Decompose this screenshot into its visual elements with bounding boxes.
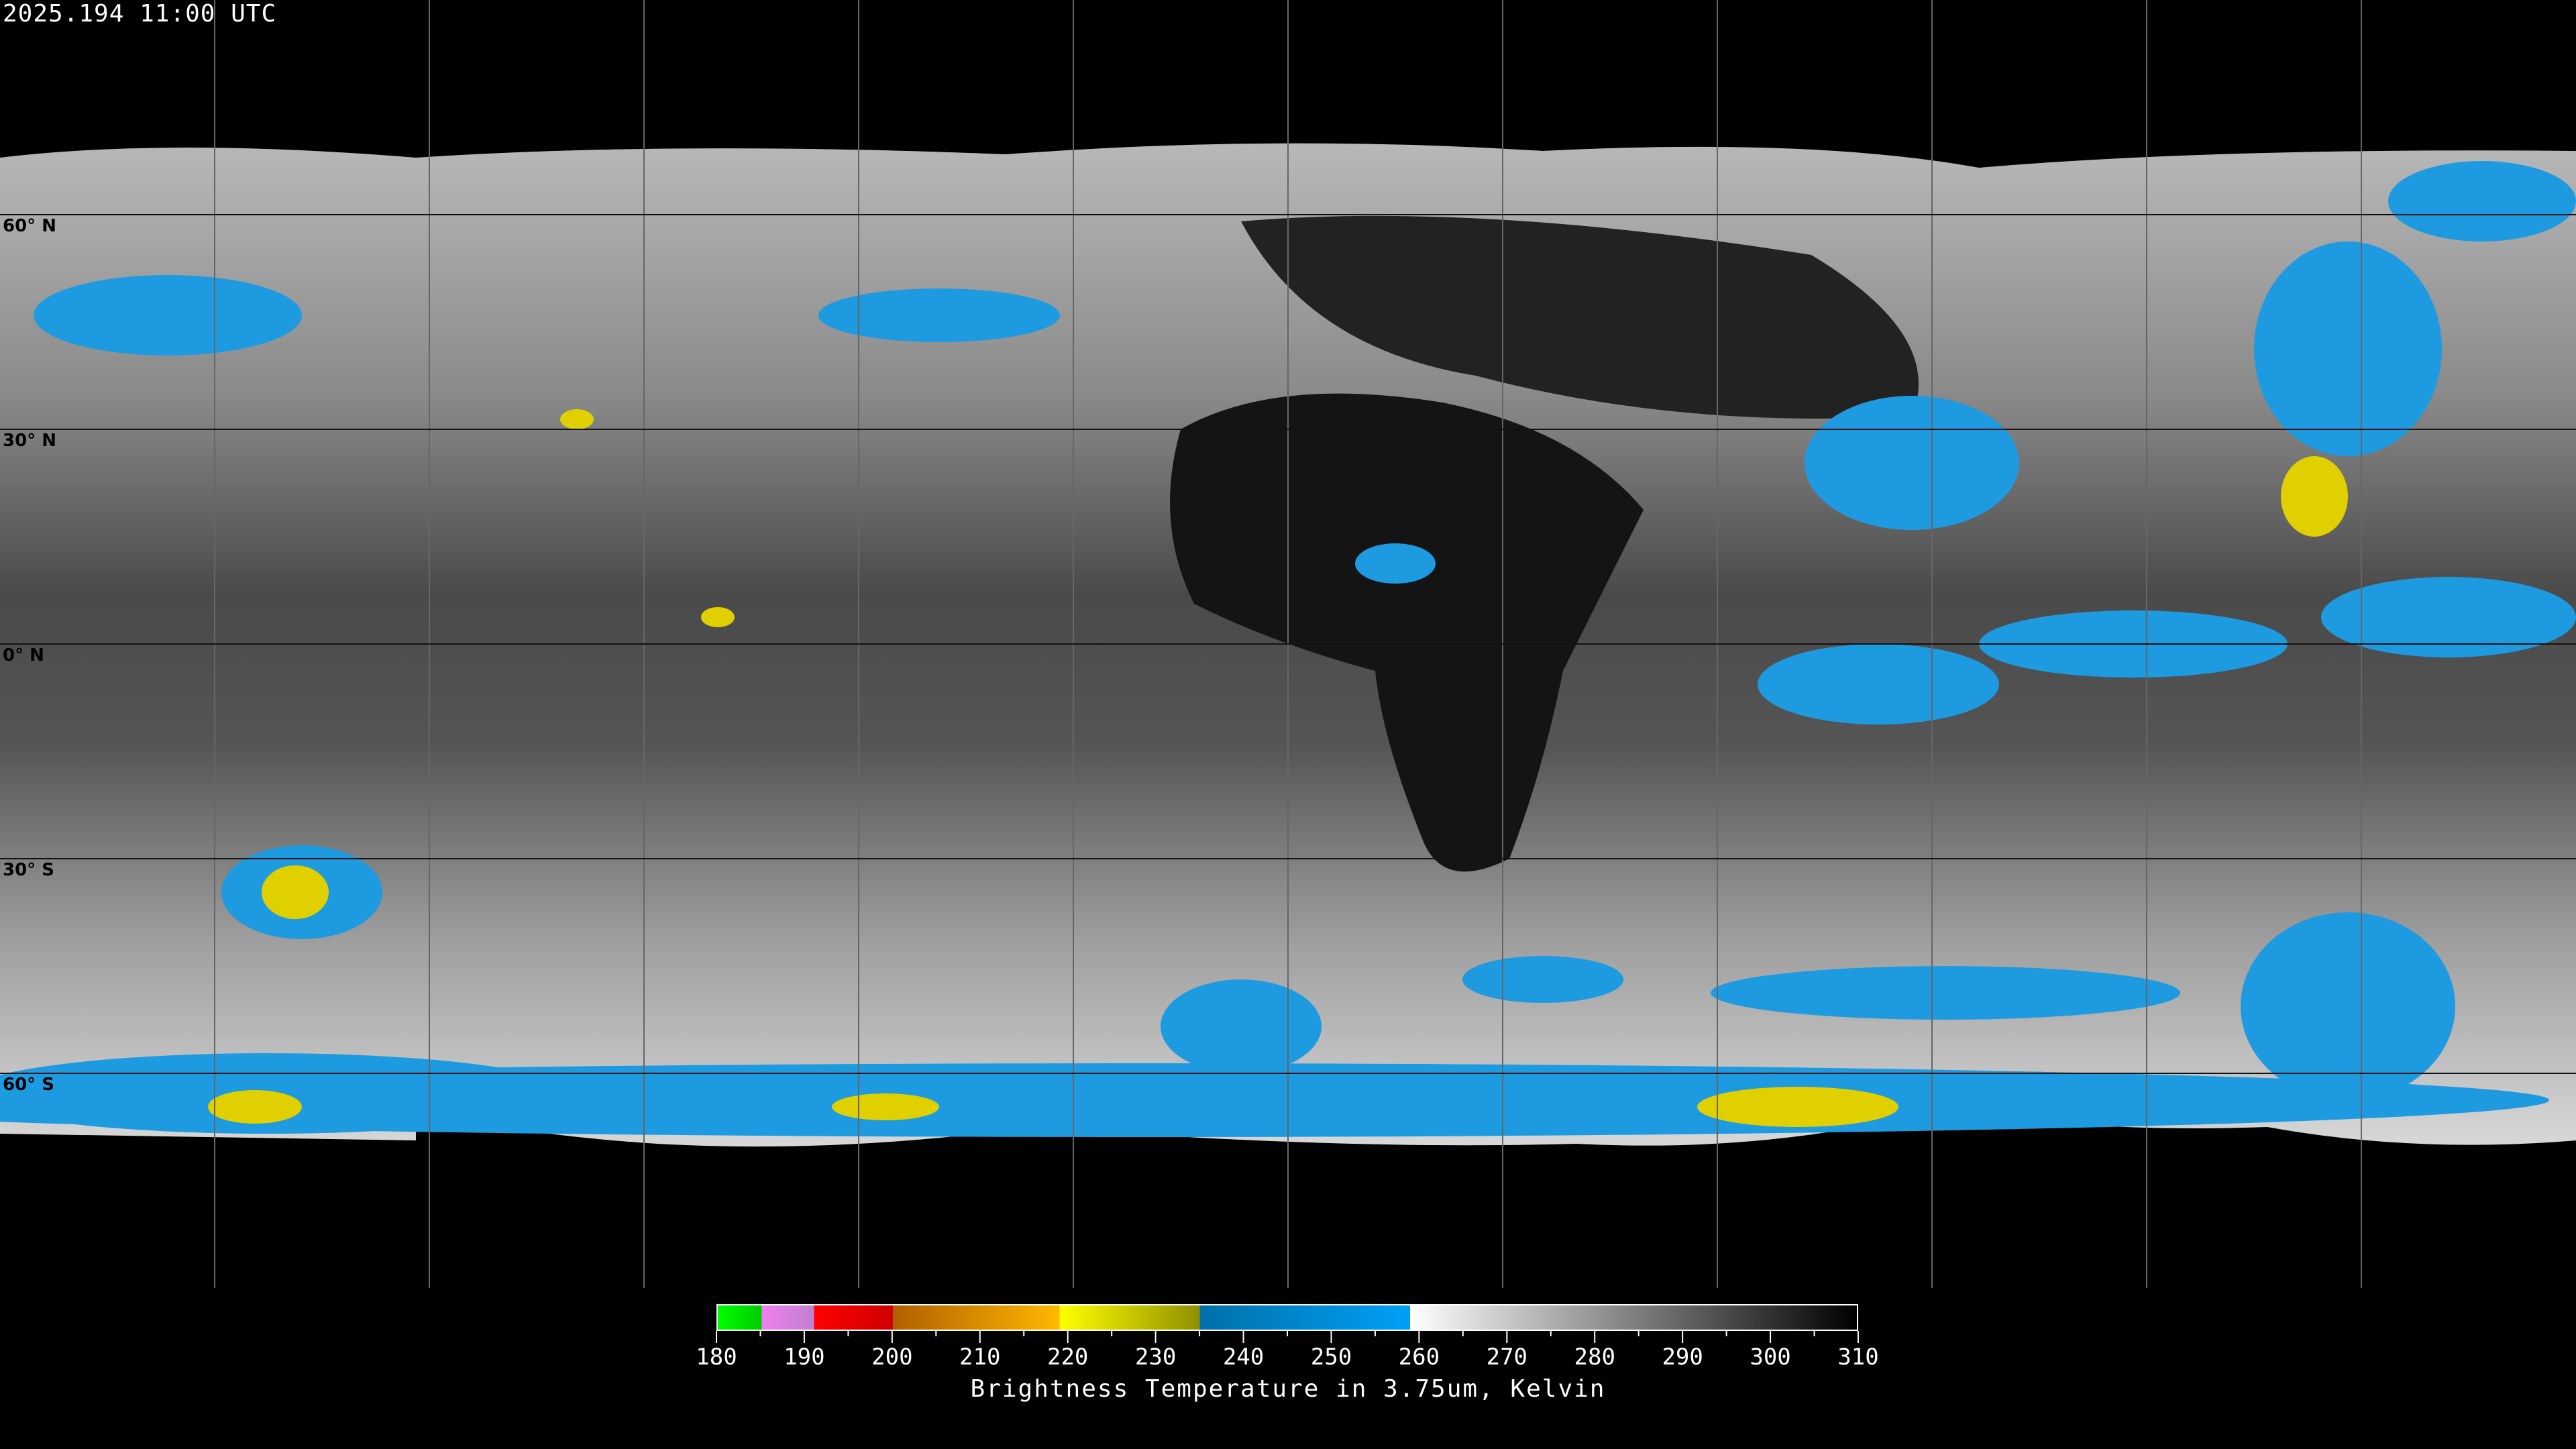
colorbar-tick-label: 220 bbox=[1047, 1344, 1088, 1371]
lat-label-60n: 60° N bbox=[3, 216, 56, 236]
satellite-map bbox=[0, 0, 2576, 1288]
colorbar-tick-label: 230 bbox=[1135, 1344, 1176, 1371]
colorbar-tick-label: 200 bbox=[871, 1344, 912, 1371]
colorbar-title: Brightness Temperature in 3.75um, Kelvin bbox=[970, 1375, 1606, 1403]
colorbar bbox=[716, 1304, 1858, 1331]
lat-label-0n: 0° N bbox=[3, 645, 44, 665]
colorbar-tick-label: 250 bbox=[1311, 1344, 1352, 1371]
lat-label-30n: 30° N bbox=[3, 431, 56, 451]
colorbar-tick-label: 290 bbox=[1662, 1344, 1703, 1371]
timestamp-label: 2025.194 11:00 UTC bbox=[3, 0, 277, 28]
lat-lon-grid bbox=[0, 0, 2576, 1288]
colorbar-tick-label: 240 bbox=[1223, 1344, 1264, 1371]
colorbar-tick-label: 210 bbox=[959, 1344, 1000, 1371]
colorbar-tick-label: 190 bbox=[784, 1344, 824, 1371]
colorbar-tick-label: 180 bbox=[696, 1344, 737, 1371]
colorbar-tick-label: 260 bbox=[1399, 1344, 1440, 1371]
lat-label-60s: 60° S bbox=[3, 1075, 54, 1095]
colorbar-tick-label: 310 bbox=[1837, 1344, 1878, 1371]
colorbar-tick-label: 270 bbox=[1487, 1344, 1527, 1371]
colorbar-tick-label: 300 bbox=[1750, 1344, 1790, 1371]
colorbar-tick-label: 280 bbox=[1574, 1344, 1615, 1371]
lat-label-30s: 30° S bbox=[3, 860, 54, 880]
